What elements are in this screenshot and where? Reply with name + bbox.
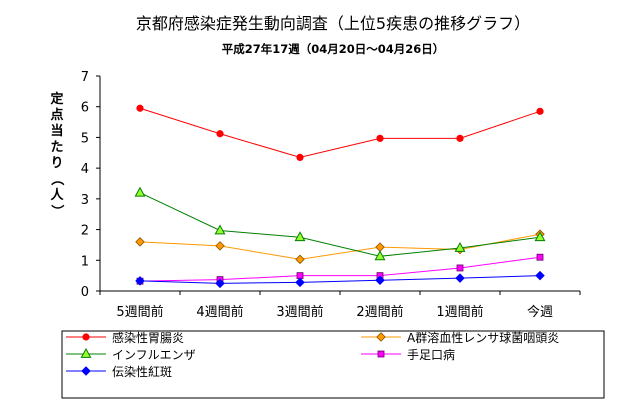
data-point	[456, 264, 464, 272]
data-point	[216, 130, 224, 138]
series-5	[135, 270, 545, 289]
axes	[99, 76, 580, 292]
legend-marker	[377, 350, 385, 358]
series-line	[139, 107, 541, 158]
series-line	[139, 192, 541, 257]
y-axis-title-char: 当	[50, 123, 63, 139]
ticks: 0 1 2 3 4 5 6 7 5週間前 4週間前 3週間前 2週間前 1週間前 今週	[81, 70, 581, 320]
y-tick-label: 4	[81, 162, 89, 177]
data-point	[215, 241, 225, 251]
data-point	[214, 224, 226, 235]
y-axis-title-char: 定	[49, 91, 63, 107]
y-tick-label: 2	[81, 224, 89, 239]
data-point	[136, 104, 144, 112]
x-tick-label: 5週間前	[116, 304, 163, 320]
legend-box	[61, 330, 605, 399]
y-axis-title-char: （	[49, 172, 65, 185]
data-point	[135, 237, 145, 247]
legend-item: 手足口病	[361, 347, 455, 362]
data-point	[295, 277, 305, 288]
legend-marker	[80, 347, 92, 358]
y-axis-title-char: ）	[49, 204, 65, 217]
legend-label: 感染性胃腸炎	[112, 330, 184, 345]
y-tick-label: 0	[81, 285, 89, 300]
legend-label: A群溶血性レンサ球菌咽頭炎	[407, 330, 559, 345]
legend-item: A群溶血性レンサ球菌咽頭炎	[361, 330, 559, 345]
series-line	[139, 233, 541, 260]
data-point	[134, 186, 146, 197]
series-line	[139, 256, 541, 282]
x-tick-label: 2週間前	[356, 304, 403, 320]
legend-marker	[81, 366, 91, 376]
data-point	[296, 153, 304, 161]
data-point	[375, 275, 385, 286]
x-tick-label: 今週	[527, 304, 553, 320]
legend-item: 感染性胃腸炎	[66, 330, 184, 345]
legend-marker	[376, 332, 386, 342]
data-point	[376, 134, 384, 142]
legend-marker	[82, 333, 90, 341]
legend-label: 伝染性紅斑	[112, 364, 172, 379]
y-axis-title-char: 点	[50, 107, 63, 123]
series-4	[136, 253, 544, 285]
x-tick-label: 4週間前	[196, 304, 243, 320]
data-point	[456, 134, 464, 142]
data-point	[534, 231, 546, 242]
legend-label: インフルエンザ	[112, 348, 196, 362]
x-tick-label: 3週間前	[276, 304, 323, 320]
legend-item: 伝染性紅斑	[66, 364, 172, 379]
data-point	[375, 242, 385, 252]
y-tick-label: 1	[81, 254, 89, 269]
y-tick-label: 5	[81, 131, 89, 146]
data-point	[455, 273, 465, 283]
data-point	[535, 270, 545, 281]
y-tick-label: 7	[81, 70, 89, 85]
data-point	[536, 253, 544, 261]
chart-title: 京都府感染症発生動向調査（上位5疾患の推移グラフ）	[136, 14, 530, 33]
series-3	[134, 186, 546, 261]
y-axis-title-char: 人	[50, 187, 64, 203]
data-point	[295, 254, 305, 265]
series-layer	[134, 104, 546, 289]
data-point	[294, 231, 306, 242]
chart-subtitle: 平成27年17週（04月20日～04月26日）	[222, 42, 445, 56]
legend-item: インフルエンザ	[66, 347, 196, 362]
y-tick-label: 3	[81, 193, 89, 208]
y-axis-title-char: り	[50, 156, 63, 171]
x-tick-label: 1週間前	[436, 304, 483, 320]
data-point	[135, 276, 145, 286]
data-point	[215, 278, 225, 289]
y-tick-label: 6	[81, 101, 89, 116]
series-line	[139, 275, 541, 284]
data-point	[374, 250, 386, 261]
data-point	[454, 241, 466, 252]
data-point	[536, 107, 544, 115]
y-axis-title-char: た	[50, 140, 63, 155]
series-1	[136, 104, 544, 161]
legend-label: 手足口病	[407, 347, 455, 362]
